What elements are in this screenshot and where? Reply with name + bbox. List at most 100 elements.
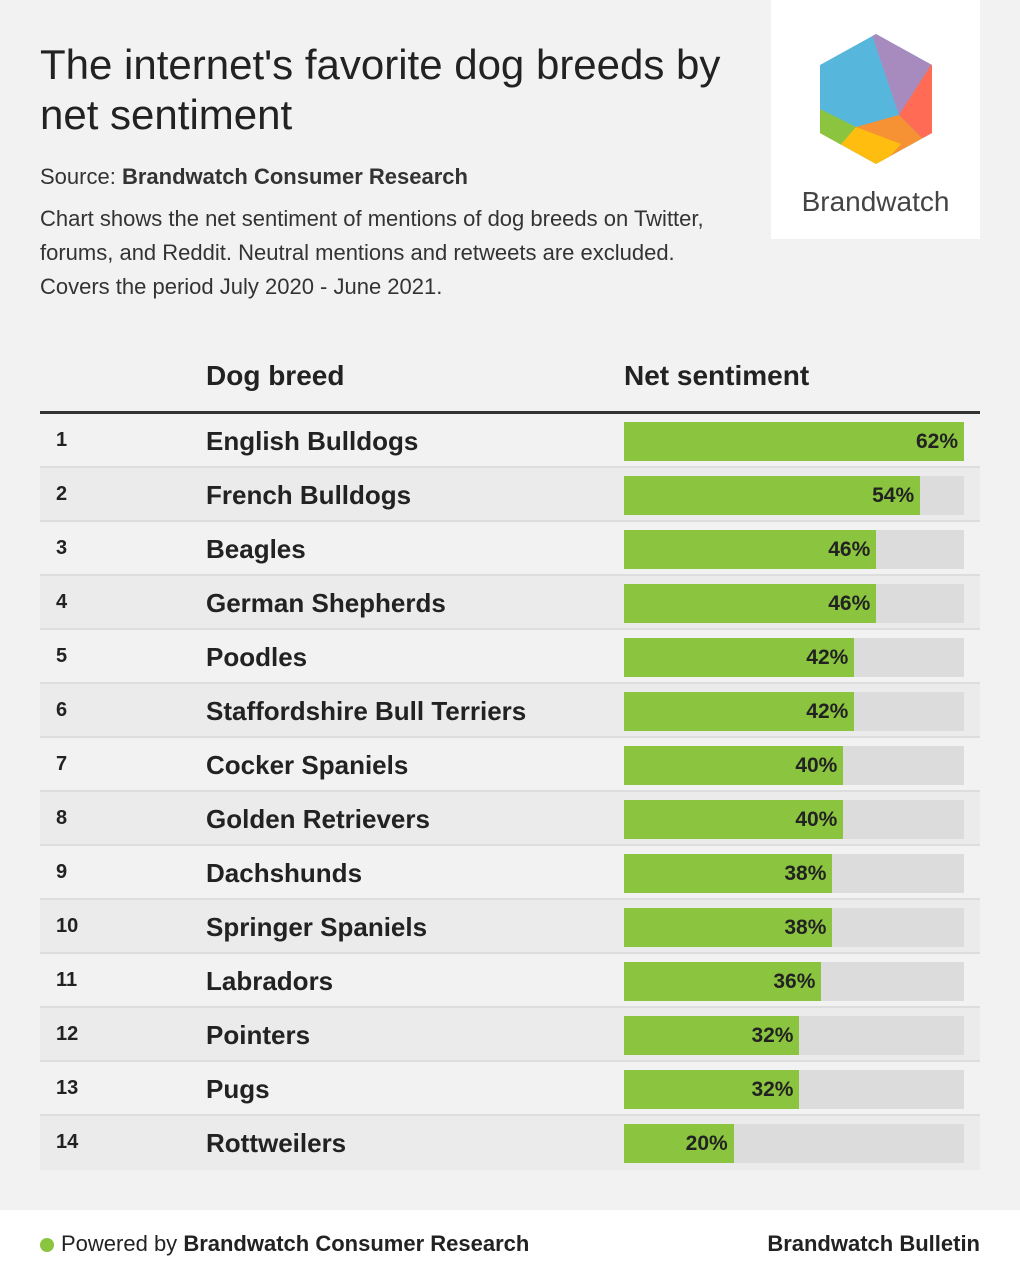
breed-name: Poodles [206, 642, 308, 672]
source-name: Brandwatch Consumer Research [121, 164, 468, 189]
sentiment-bar: 32% [624, 1070, 800, 1109]
breed-name: Staffordshire Bull Terriers [206, 696, 527, 726]
rank: 3 [56, 537, 68, 559]
table-row: 6 Staffordshire Bull Terriers 42% [40, 684, 980, 738]
bar-track: 62% [624, 422, 964, 461]
table-row: 10 Springer Spaniels 38% [40, 900, 980, 954]
bar-track: 38% [624, 908, 964, 947]
sentiment-bar: 20% [624, 1124, 734, 1163]
powered-prefix: Powered by [61, 1231, 178, 1256]
hexagon-logo-icon [820, 34, 932, 164]
rank: 14 [56, 1131, 79, 1153]
green-dot-icon [40, 1238, 54, 1252]
bar-track: 46% [624, 584, 964, 623]
logo-text: Brandwatch [801, 186, 950, 217]
sentiment-bar: 42% [624, 692, 855, 731]
breed-name: French Bulldogs [206, 480, 412, 510]
table-row: 14 Rottweilers 20% [40, 1116, 980, 1170]
sentiment-bar: 38% [624, 908, 833, 947]
rank: 7 [56, 753, 68, 775]
table-body: 1 English Bulldogs 62% 2 French Bulldogs … [40, 414, 980, 1170]
breed-name: Springer Spaniels [206, 912, 428, 942]
chart-title: The internet's favorite dog breeds by ne… [40, 41, 721, 138]
rank: 10 [56, 915, 79, 937]
source-label: Source: [40, 164, 116, 189]
bar-value-label: 42% [806, 646, 849, 669]
powered-name: Brandwatch Consumer Research [183, 1231, 530, 1256]
bar-track: 40% [624, 746, 964, 785]
header-rule [40, 411, 980, 414]
breed-name: Rottweilers [206, 1128, 347, 1158]
bar-value-label: 32% [751, 1078, 794, 1101]
bar-track: 32% [624, 1070, 964, 1109]
bar-track: 36% [624, 962, 964, 1001]
bar-value-label: 32% [751, 1024, 794, 1047]
table-row: 13 Pugs 32% [40, 1062, 980, 1116]
sentiment-bar: 38% [624, 854, 833, 893]
sentiment-bar: 36% [624, 962, 822, 1001]
brandwatch-bulletin: Brandwatch Bulletin [767, 1231, 980, 1256]
bar-track: 40% [624, 800, 964, 839]
breed-name: Cocker Spaniels [206, 750, 409, 780]
rank: 5 [56, 645, 68, 667]
sentiment-bar: 40% [624, 746, 844, 785]
rank: 8 [56, 807, 68, 829]
breed-name: Pointers [206, 1020, 311, 1050]
table-row: 2 French Bulldogs 54% [40, 468, 980, 522]
breed-name: Dachshunds [206, 858, 363, 888]
sentiment-bar: 46% [624, 584, 877, 623]
sentiment-bar: 32% [624, 1016, 800, 1055]
bar-track: 32% [624, 1016, 964, 1055]
sentiment-bar: 62% [624, 422, 964, 461]
table-row: 5 Poodles 42% [40, 630, 980, 684]
bar-track: 20% [624, 1124, 964, 1163]
bar-value-label: 36% [773, 970, 816, 993]
breed-name: Labradors [206, 966, 334, 996]
bar-track: 46% [624, 530, 964, 569]
table-row: 7 Cocker Spaniels 40% [40, 738, 980, 792]
bar-value-label: 38% [784, 862, 827, 885]
breed-name: German Shepherds [206, 588, 446, 618]
rank: 4 [56, 591, 68, 613]
bar-value-label: 20% [685, 1132, 728, 1155]
table-row: 3 Beagles 46% [40, 522, 980, 576]
chart-description: Chart shows the net sentiment of mention… [40, 206, 704, 299]
sentiment-bar: 40% [624, 800, 844, 839]
bar-value-label: 38% [784, 916, 827, 939]
breed-name: Beagles [206, 534, 306, 564]
rank: 12 [56, 1023, 79, 1045]
brandwatch-logo: Brandwatch [771, 0, 980, 239]
table-row: 8 Golden Retrievers 40% [40, 792, 980, 846]
table-row: 12 Pointers 32% [40, 1008, 980, 1062]
column-header-breed: Dog breed [206, 360, 345, 391]
bar-value-label: 46% [828, 592, 871, 615]
bar-track: 42% [624, 692, 964, 731]
powered-by: Powered by Brandwatch Consumer Research [61, 1231, 529, 1257]
rank: 6 [56, 699, 68, 721]
rank: 11 [56, 969, 78, 991]
rank: 1 [56, 429, 68, 451]
bar-value-label: 62% [915, 430, 958, 453]
source-line: Source: Brandwatch Consumer Research [40, 164, 468, 190]
bar-value-label: 46% [828, 538, 871, 561]
breed-name: Pugs [206, 1074, 270, 1104]
bar-value-label: 40% [795, 808, 838, 831]
rank: 9 [56, 861, 68, 883]
table-row: 4 German Shepherds 46% [40, 576, 980, 630]
bar-value-label: 42% [806, 700, 849, 723]
sentiment-bar: 46% [624, 530, 877, 569]
table-row: 11 Labradors 36% [40, 954, 980, 1008]
table-row: 1 English Bulldogs 62% [40, 414, 980, 468]
sentiment-bar: 42% [624, 638, 855, 677]
bar-track: 38% [624, 854, 964, 893]
rank: 2 [56, 483, 68, 505]
breed-name: Golden Retrievers [206, 804, 430, 834]
rank: 13 [56, 1077, 79, 1099]
footer: Powered by Brandwatch Consumer Research … [0, 1210, 1020, 1278]
breed-name: English Bulldogs [206, 426, 419, 456]
bar-value-label: 40% [795, 754, 838, 777]
sentiment-bar: 54% [624, 476, 921, 515]
column-header-sentiment: Net sentiment [624, 360, 810, 391]
table-row: 9 Dachshunds 38% [40, 846, 980, 900]
bar-track: 42% [624, 638, 964, 677]
